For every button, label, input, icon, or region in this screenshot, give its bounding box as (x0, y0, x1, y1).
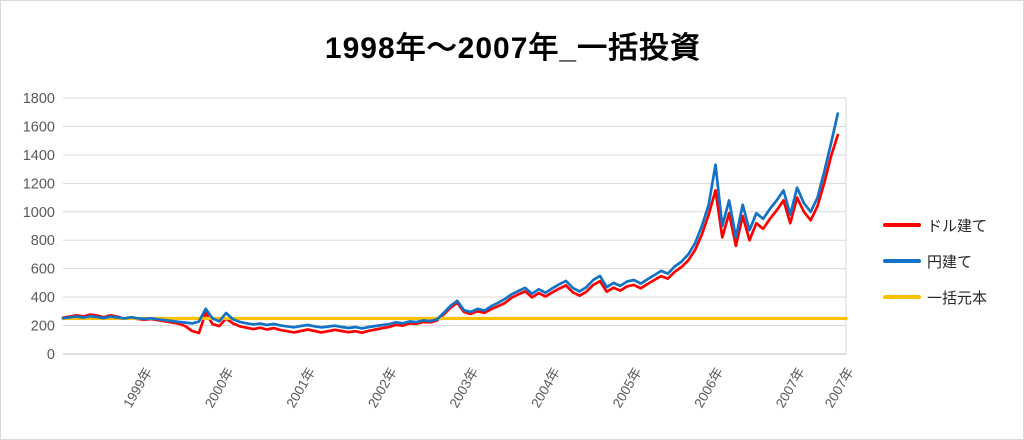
series-line-0 (61, 133, 840, 335)
y-axis-tick-label: 1600 (23, 119, 55, 135)
legend-item: 一括元本 (883, 279, 1015, 315)
legend-line-swatch-blue (883, 259, 921, 263)
x-axis-tick-label: 2000年 (202, 365, 237, 410)
x-axis-tick-label: 1999年 (120, 365, 155, 410)
x-axis-tick-label: 2007年 (822, 365, 857, 410)
y-axis-tick-label: 400 (31, 290, 55, 306)
legend-item: ドル建て (883, 207, 1015, 243)
y-axis-tick-label: 800 (31, 233, 55, 249)
x-axis-tick-label: 2002年 (365, 365, 400, 410)
legend-label: 一括元本 (927, 289, 988, 307)
legend-label: 円建て (927, 253, 973, 271)
y-axis-tick-label: 200 (31, 319, 55, 335)
legend-label: ドル建て (927, 217, 988, 235)
y-axis-tick-label: 600 (31, 262, 55, 278)
legend-line-swatch-gold (883, 295, 921, 299)
y-axis-tick-label: 1400 (23, 148, 55, 164)
legend-line-swatch-red (883, 223, 921, 227)
y-axis-tick-label: 1800 (23, 91, 55, 107)
x-axis-tick-label: 2004年 (528, 365, 563, 410)
x-axis-tick-label: 2006年 (691, 365, 726, 410)
x-axis-tick-label: 2001年 (284, 365, 319, 410)
x-axis-tick-label: 2007年 (773, 365, 808, 410)
y-axis-tick-label: 0 (47, 347, 55, 363)
legend-item: 円建て (883, 243, 1015, 279)
y-axis-tick-label: 1200 (23, 176, 55, 192)
x-axis-tick-label: 2003年 (447, 365, 482, 410)
series-line-1 (61, 112, 840, 330)
chart-legend: ドル建て 円建て 一括元本 (883, 207, 1015, 315)
y-axis-tick-label: 1000 (23, 205, 55, 221)
chart-title: 1998年〜2007年_一括投資 (324, 32, 702, 65)
x-axis-tick-label: 2005年 (610, 365, 645, 410)
